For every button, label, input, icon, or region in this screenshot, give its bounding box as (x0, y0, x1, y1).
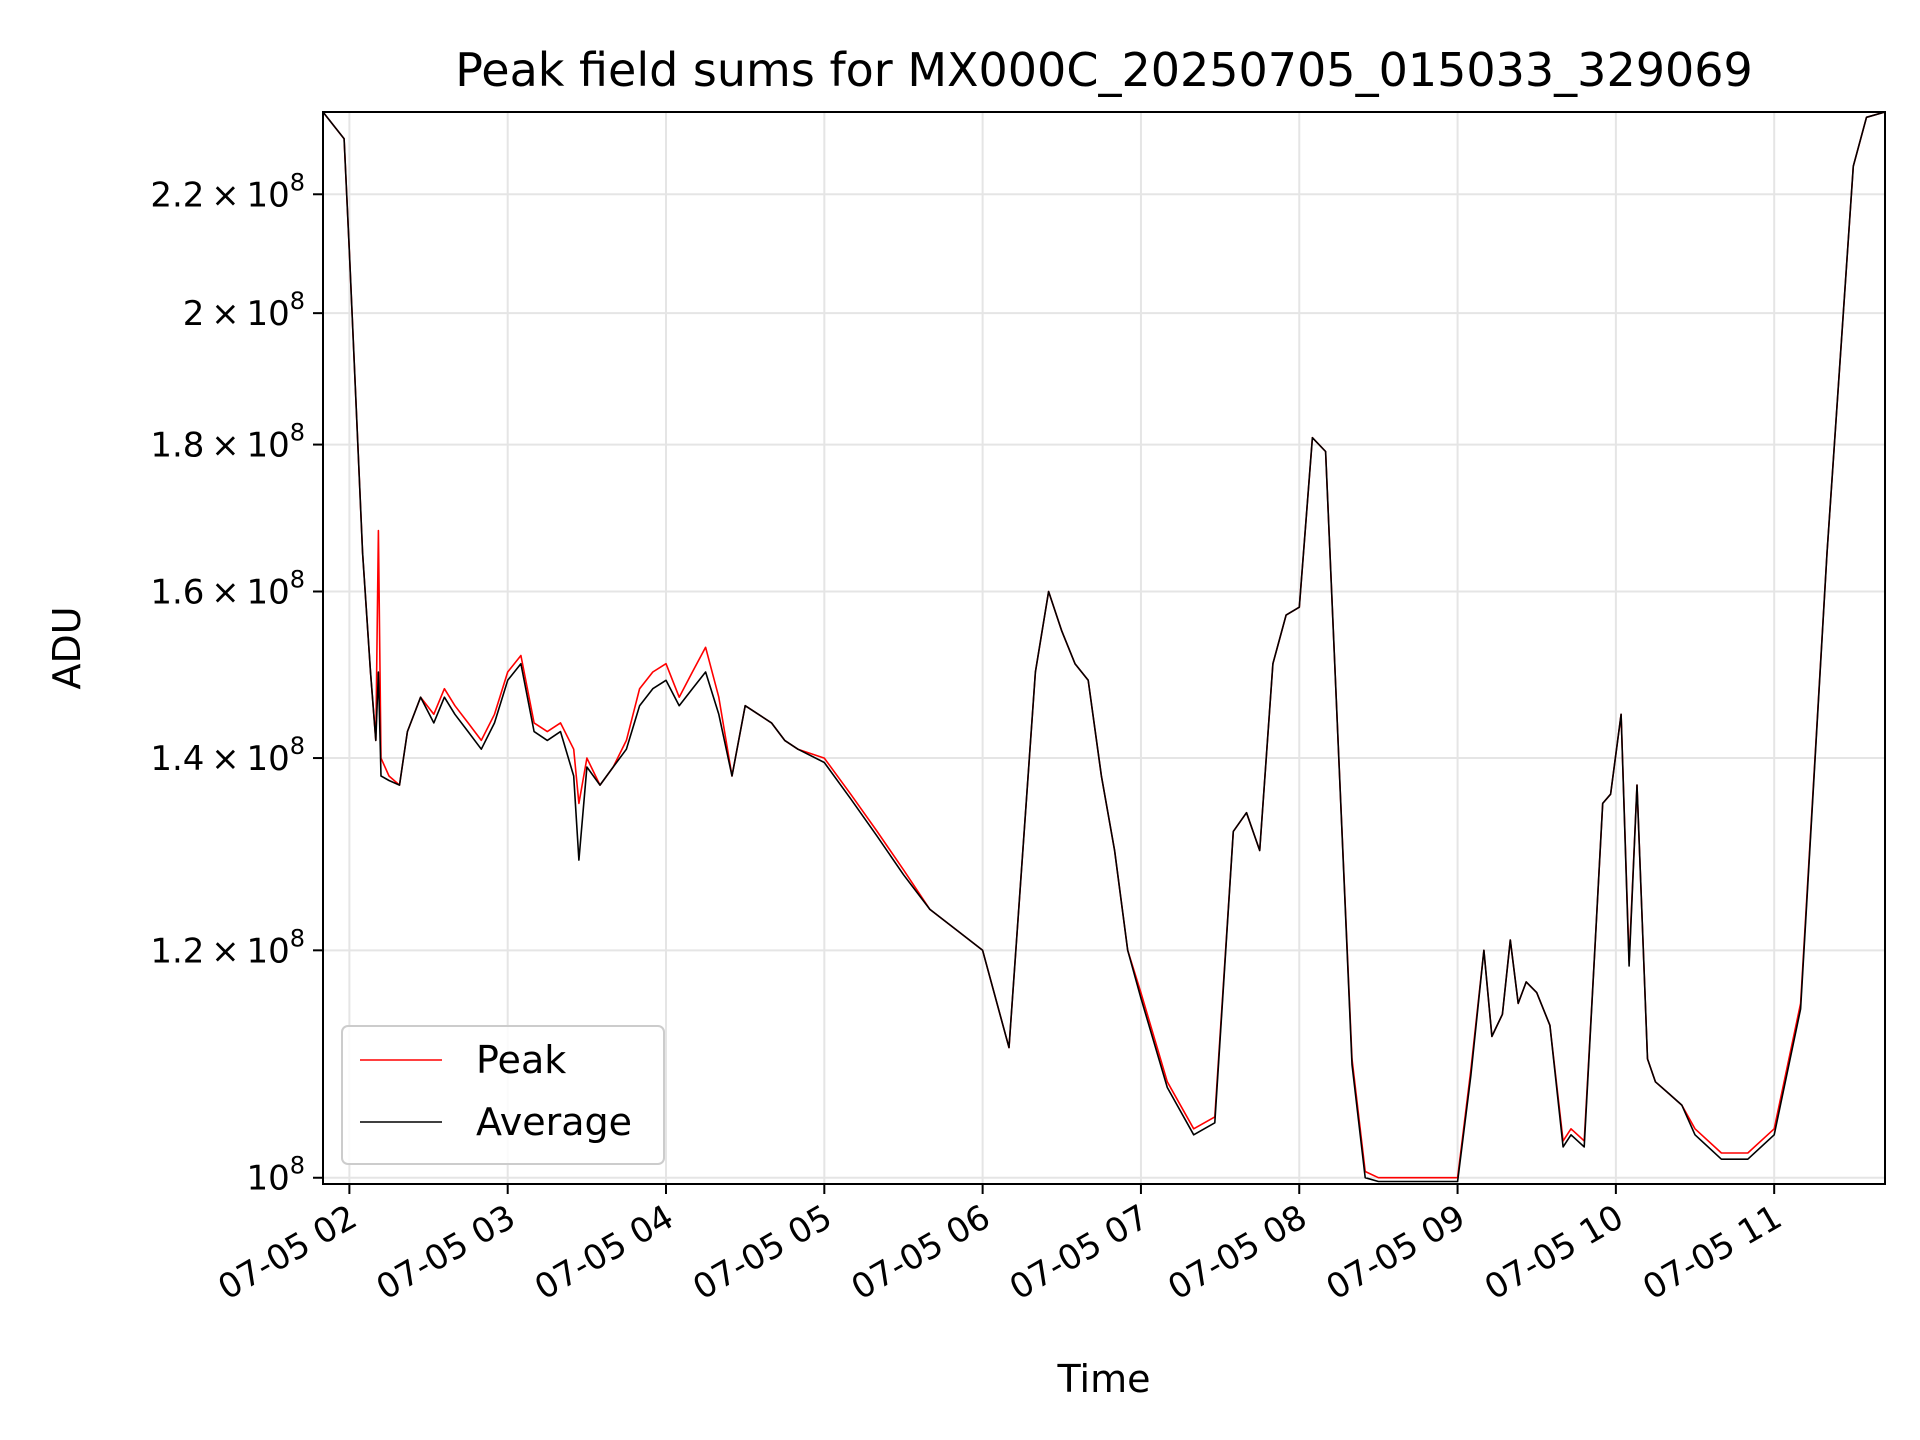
plot-area (322, 111, 1886, 1183)
y-tick-label: 1.4 × 108 (150, 732, 305, 779)
plot-frame (322, 111, 1886, 1185)
y-tick-label: 1.6 × 108 (150, 565, 305, 612)
legend-label-average: Average (476, 1100, 632, 1144)
grid (323, 112, 1885, 1184)
legend-label-peak: Peak (476, 1038, 566, 1082)
series-line-average (322, 111, 1886, 1183)
y-tick-label: 2.2 × 108 (150, 168, 305, 215)
y-tick-label: 2 × 108 (183, 287, 305, 334)
y-axis-label: ADU (45, 606, 89, 689)
y-axis: 108 1.2 × 108 1.4 × 108 1.6 × 108 1.8 × 108 2… (150, 168, 323, 1199)
y-tick-label: 1.2 × 108 (150, 924, 305, 971)
y-tick-label: 108 (246, 1152, 305, 1199)
y-tick-label: 1.8 × 108 (150, 419, 305, 466)
legend: Peak Average (341, 1025, 665, 1165)
x-axis-label: Time (1057, 1357, 1151, 1401)
chart-title: Peak field sums for MX000C_20250705_0150… (455, 43, 1753, 97)
